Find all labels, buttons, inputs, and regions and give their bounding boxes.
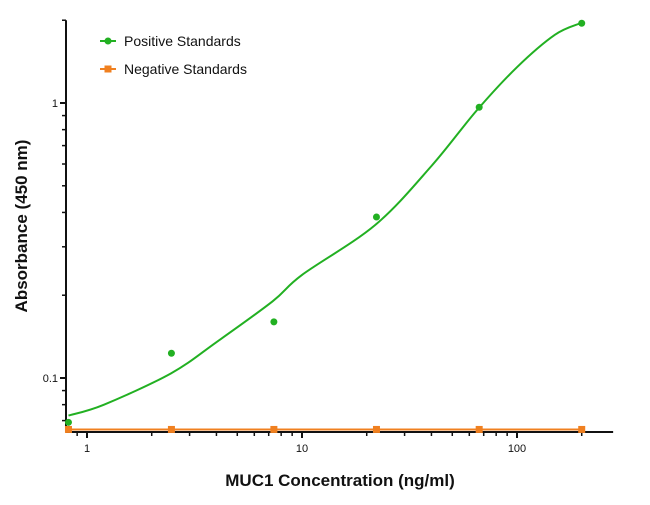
positive-standards-point [372,213,380,221]
legend-label-positive-standards: Positive Standards [124,33,241,49]
negative-standards-point [167,425,175,433]
positive-standards-point [475,103,483,111]
x-tick-label: 100 [508,443,526,455]
y-axis-label: Absorbance (450 nm) [12,140,31,313]
legend: Positive Standards Negative Standards [100,33,247,77]
negative-standards-point [372,425,380,433]
marks [64,19,586,433]
negative-standards-point [475,425,483,433]
negative-standards-point [64,425,72,433]
x-tick-label: 10 [296,443,308,455]
x-axis-label: MUC1 Concentration (ng/ml) [225,471,455,490]
positive-standards-point [270,318,278,326]
legend-label-negative-standards: Negative Standards [124,61,247,77]
positive-standards-point [578,19,586,27]
axes: 0.1 1 1 10 100 [43,19,614,455]
y-tick-label: 0.1 [43,373,58,385]
negative-standards-point [578,425,586,433]
positive-standards-fit-curve [68,22,581,417]
legend-marker-negative-standards [104,65,112,73]
positive-standards-point [64,418,72,426]
positive-standards-point [167,349,175,357]
y-tick-label: 1 [52,98,58,110]
legend-marker-positive-standards [104,37,112,45]
negative-standards-point [270,425,278,433]
x-tick-label: 1 [84,443,90,455]
